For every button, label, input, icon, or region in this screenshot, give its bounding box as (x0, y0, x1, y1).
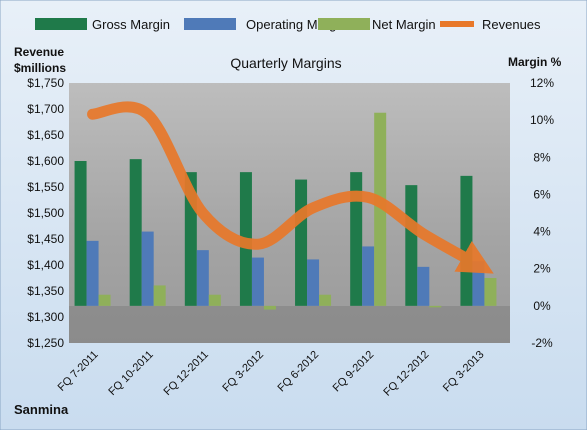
bar-operating-margin (86, 240, 99, 306)
left-tick-label: $1,750 (27, 76, 64, 90)
left-axis-title-line1: Revenue (14, 45, 64, 59)
right-axis: -2% 0% 2% 4% 6% 8% 10% 12% (530, 76, 554, 350)
bar-gross-margin (74, 161, 87, 306)
left-tick-label: $1,650 (27, 128, 64, 142)
bar-operating-margin (417, 266, 430, 306)
chart-title: Quarterly Margins (230, 55, 341, 71)
right-tick-label: 4% (533, 225, 551, 239)
left-tick-label: $1,400 (27, 258, 64, 272)
bar-gross-margin (460, 175, 473, 306)
company-label: Sanmina (14, 402, 69, 417)
bar-series (74, 112, 497, 310)
revenue-line (87, 101, 494, 274)
bar-gross-margin (129, 159, 142, 306)
bar-net-margin (319, 294, 332, 306)
legend-swatch-net-margin (318, 18, 370, 30)
revenue-series (87, 101, 494, 274)
plot-floor (69, 306, 510, 343)
left-tick-label: $1,600 (27, 154, 64, 168)
bar-net-margin (208, 294, 221, 306)
left-tick-label: $1,500 (27, 206, 64, 220)
left-tick-label: $1,350 (27, 284, 64, 298)
bar-net-margin (98, 294, 111, 306)
bar-net-margin (429, 305, 442, 308)
legend: Gross Margin Operating Margin Net Margin… (35, 17, 541, 32)
right-tick-label: 0% (533, 299, 551, 313)
bar-net-margin (484, 278, 497, 306)
bar-operating-margin (251, 257, 264, 306)
legend-label-net-margin: Net Margin (372, 17, 436, 32)
right-tick-label: -2% (531, 336, 553, 350)
left-tick-label: $1,700 (27, 102, 64, 116)
right-tick-label: 6% (533, 187, 551, 201)
right-tick-label: 10% (530, 113, 554, 127)
bar-net-margin (263, 305, 276, 310)
left-axis: $1,250 $1,300 $1,350 $1,400 $1,450 $1,500 $1,5… (27, 76, 64, 350)
right-axis-title: Margin % (508, 55, 562, 69)
left-tick-label: $1,300 (27, 310, 64, 324)
bar-operating-margin (362, 246, 375, 306)
left-tick-label: $1,250 (27, 336, 64, 350)
bar-gross-margin (350, 172, 363, 306)
left-tick-label: $1,450 (27, 232, 64, 246)
bar-operating-margin (307, 259, 320, 306)
right-tick-label: 2% (533, 262, 551, 276)
bar-net-margin (153, 285, 166, 306)
legend-label-revenues: Revenues (482, 17, 541, 32)
bar-operating-margin (141, 231, 154, 306)
left-axis-title-line2: $millions (14, 61, 66, 75)
bar-gross-margin (295, 179, 308, 306)
bar-gross-margin (405, 185, 418, 306)
legend-swatch-operating-margin (184, 18, 236, 30)
right-tick-label: 8% (533, 150, 551, 164)
legend-swatch-gross-margin (35, 18, 87, 30)
bar-net-margin (374, 112, 387, 306)
left-tick-label: $1,550 (27, 180, 64, 194)
right-tick-label: 12% (530, 76, 554, 90)
legend-label-gross-margin: Gross Margin (92, 17, 170, 32)
bar-operating-margin (196, 250, 209, 306)
